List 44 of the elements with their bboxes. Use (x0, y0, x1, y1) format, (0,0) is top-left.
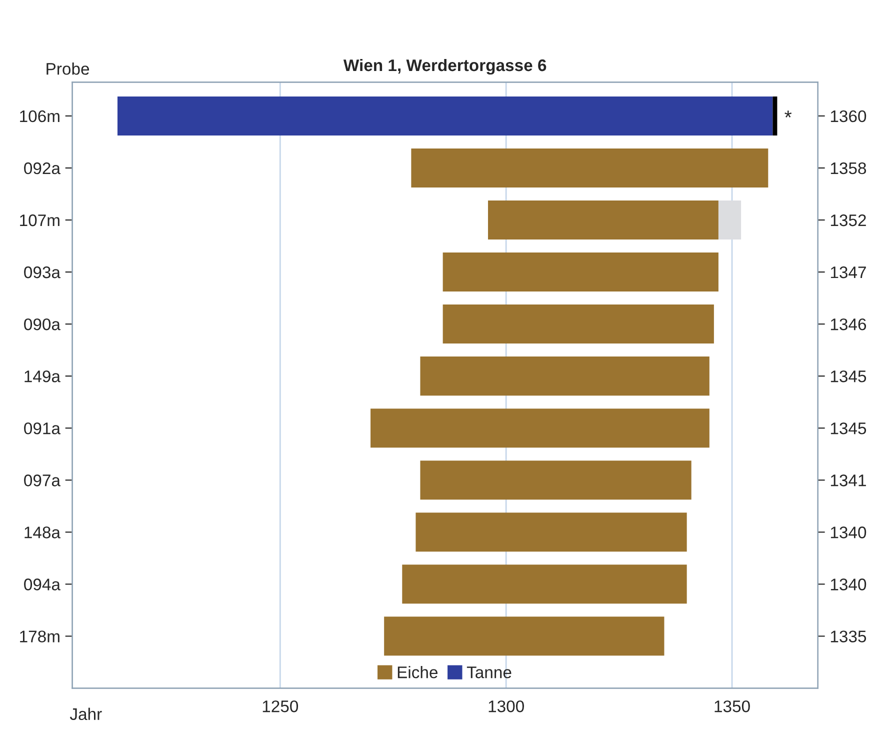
y2-tick-label: 1352 (830, 214, 866, 226)
bar (442, 252, 718, 292)
annotation: * (784, 110, 792, 118)
y-tick-label: 107m (20, 214, 60, 226)
bar (117, 96, 773, 136)
bar (442, 304, 714, 344)
y-tick-label: 178m (20, 630, 60, 642)
bar (402, 564, 687, 604)
bar (488, 200, 718, 240)
bar (718, 200, 742, 240)
y-tick-label: 106m (20, 110, 60, 122)
y-tick-label: 094a (24, 578, 60, 590)
y-tick-label: 090a (24, 318, 60, 330)
y-tick-label: 092a (24, 162, 60, 174)
y2-tick-label: 1360 (830, 110, 866, 122)
bar (420, 356, 710, 396)
y2-tick-label: 1335 (830, 630, 866, 642)
y-tick-label: 091a (24, 422, 60, 434)
y2-tick-label: 1340 (830, 526, 866, 538)
chart-title: Wien 1, Werdertorgasse 6 (343, 58, 546, 75)
bar (772, 96, 778, 136)
y2-tick-label: 1340 (830, 578, 866, 590)
y2-tick-label: 1345 (830, 370, 866, 382)
bar (384, 616, 664, 656)
bar (370, 408, 710, 448)
y2-tick-label: 1345 (830, 422, 866, 434)
y-tick-label: 097a (24, 474, 60, 486)
y-tick-label: 149a (24, 370, 60, 382)
x-axis-title: Jahr (70, 708, 102, 720)
x-tick-label: 1350 (714, 700, 750, 712)
legend-label: Eiche (398, 666, 438, 678)
y2-tick-label: 1341 (830, 474, 866, 486)
y2-tick-label: 1358 (830, 162, 866, 174)
y-axis-title: Probe (46, 62, 90, 75)
y-tick-label: 148a (24, 526, 60, 538)
x-tick-label: 1250 (262, 700, 298, 712)
x-tick-label: 1300 (488, 700, 524, 712)
bar (416, 512, 687, 552)
y2-tick-label: 1346 (830, 318, 866, 330)
y-tick-label: 093a (24, 266, 60, 278)
bar (411, 148, 768, 188)
y2-tick-label: 1347 (830, 266, 866, 278)
bar (420, 460, 692, 500)
legend-label: Tanne (466, 666, 512, 678)
